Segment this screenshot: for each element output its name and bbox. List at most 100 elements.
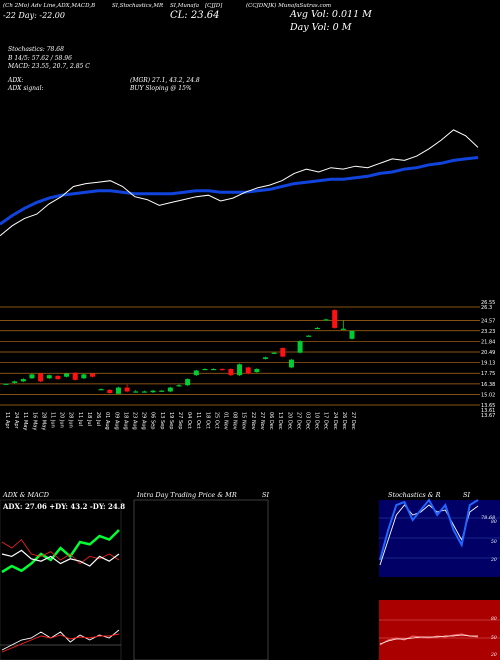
moving-average-lines	[0, 129, 479, 237]
day-change: -22 Day: -22.00	[3, 11, 65, 20]
date-label: 11 Apr	[4, 412, 10, 430]
candle-down	[38, 373, 44, 382]
date-label: 17 Dec	[323, 412, 329, 430]
price-level-label: 23.23	[481, 329, 495, 335]
candle-down	[219, 368, 225, 371]
candle-up	[3, 383, 9, 385]
header-title-mid: SI,Stochastics,MR	[112, 3, 164, 9]
stoch-level-80: 80	[491, 520, 497, 525]
price-level-labels: 26.3 24.57 23.23 21.84 20.49 19.13 17.75 16.38 1…	[481, 300, 495, 419]
candle-down	[107, 389, 113, 393]
stochastics-panel	[379, 498, 500, 577]
candle-up	[20, 379, 26, 382]
candle-up	[46, 375, 52, 379]
intraday-panel-title: Intra Day Trading Price & MR	[137, 491, 237, 499]
candle-up	[323, 319, 329, 321]
day-volume: Day Vol: 0 M	[290, 22, 352, 33]
date-label: 26 Jul	[95, 412, 101, 426]
intraday-panel	[133, 499, 269, 660]
date-axis-labels: 11 Apr 24 Apr 11 May 16 May 28 May 11 Jun 20 J…	[4, 412, 356, 430]
date-label: 27 Dec	[295, 412, 301, 430]
stochastic-lines	[379, 498, 479, 566]
candle-down	[90, 373, 95, 377]
candle-up	[150, 390, 156, 393]
date-label: 26 Dec	[341, 412, 347, 430]
date-label: 11 Jul	[77, 412, 83, 426]
date-label: 11 May	[22, 412, 28, 430]
rsi-lines	[379, 633, 479, 646]
adx-line	[1, 549, 120, 567]
date-label: 13 Dec	[277, 412, 283, 430]
date-label: 27 Dec	[350, 412, 356, 430]
candle-up	[115, 387, 121, 394]
candle-up	[98, 389, 104, 391]
blue-ma-line	[0, 156, 479, 226]
adx-macd-panel	[0, 499, 122, 660]
date-label: 28 May	[40, 412, 46, 430]
date-label: 15 Nov	[241, 412, 247, 430]
rsi-line	[379, 633, 479, 646]
macd-value: MACD: 23.55, 20.7, 2.85 C	[8, 63, 90, 70]
candle-up	[12, 381, 18, 383]
candle-up	[193, 370, 199, 376]
candle-up	[271, 352, 277, 354]
date-label: 13 Sep	[159, 412, 165, 429]
date-label: 04 Oct	[186, 412, 192, 429]
b-value: B 14/5: 57.62 / 58.96	[8, 55, 72, 62]
price-level-label: 26.3	[481, 305, 492, 311]
date-label: 18 Aug	[122, 412, 128, 430]
date-label: 24 Dec	[332, 412, 338, 430]
date-label: 01 Nov	[223, 412, 229, 430]
date-label: 25 Oct	[213, 412, 219, 429]
rsi-level-50: 50	[491, 636, 497, 641]
candle-up	[306, 335, 312, 337]
candle-up	[288, 359, 294, 368]
date-label: 24 Apr	[13, 412, 19, 430]
price-level-label: 24.57	[481, 318, 495, 324]
candle-up	[340, 328, 346, 330]
date-label: 28 Jun	[68, 412, 74, 428]
date-label: 11 Oct	[195, 412, 201, 429]
date-label: 06 Dec	[268, 412, 274, 430]
price-level-label: 13.65	[481, 403, 495, 409]
adx-panel-title: ADX & MACD	[3, 491, 49, 499]
rsi-line	[379, 634, 478, 645]
candle-up	[211, 368, 217, 371]
price-level-label: 16.38	[481, 382, 495, 388]
adx-mgr-value: (MGR) 27.1, 43.2, 24.8	[130, 77, 200, 84]
date-label: 06 Sep	[150, 412, 156, 429]
stoch-current-value: 78.68	[481, 515, 496, 521]
date-label: 22 Nov	[250, 412, 256, 430]
date-label: 16 May	[31, 412, 37, 430]
stochastics-panel-si: SI	[463, 491, 471, 499]
rsi-level-80: 80	[491, 617, 497, 622]
candle-up	[81, 374, 87, 379]
price-level-lines	[0, 306, 480, 406]
candle-up	[263, 357, 268, 359]
stochastics-panel-title: Stochastics & R	[388, 491, 441, 499]
avg-volume: Avg Vol: 0.011 M	[290, 9, 372, 20]
stoch-level-50: 50	[491, 540, 497, 545]
macd-line	[1, 629, 120, 651]
adx-line	[1, 529, 120, 574]
price-level-label: 21.84	[481, 340, 495, 346]
date-label: 19 Sep	[168, 412, 174, 429]
macd-line	[1, 633, 120, 653]
rsi-panel	[379, 600, 500, 660]
date-label: 18 Oct	[204, 412, 210, 429]
candle-up	[29, 374, 35, 379]
white-price-line	[0, 129, 479, 237]
date-label: 08 Nov	[232, 412, 238, 430]
rsi-level-20: 20	[491, 653, 497, 658]
buy-signal: BUY Sloping @ 15%	[130, 85, 192, 92]
date-label: 20 Dec	[286, 412, 292, 430]
stoch-line	[379, 498, 479, 561]
header-title-left: (Ch 2Mo) Adv Line,ADX,MACD,B	[3, 3, 96, 9]
date-label: 27 Nov	[259, 412, 265, 430]
candle-down	[280, 348, 286, 357]
date-label: 20 Jun	[59, 412, 65, 428]
candle-down	[55, 375, 61, 380]
intraday-panel-si: SI	[262, 491, 270, 499]
adx-label: ADX:	[8, 77, 24, 84]
date-label: 09 Aug	[113, 412, 119, 430]
